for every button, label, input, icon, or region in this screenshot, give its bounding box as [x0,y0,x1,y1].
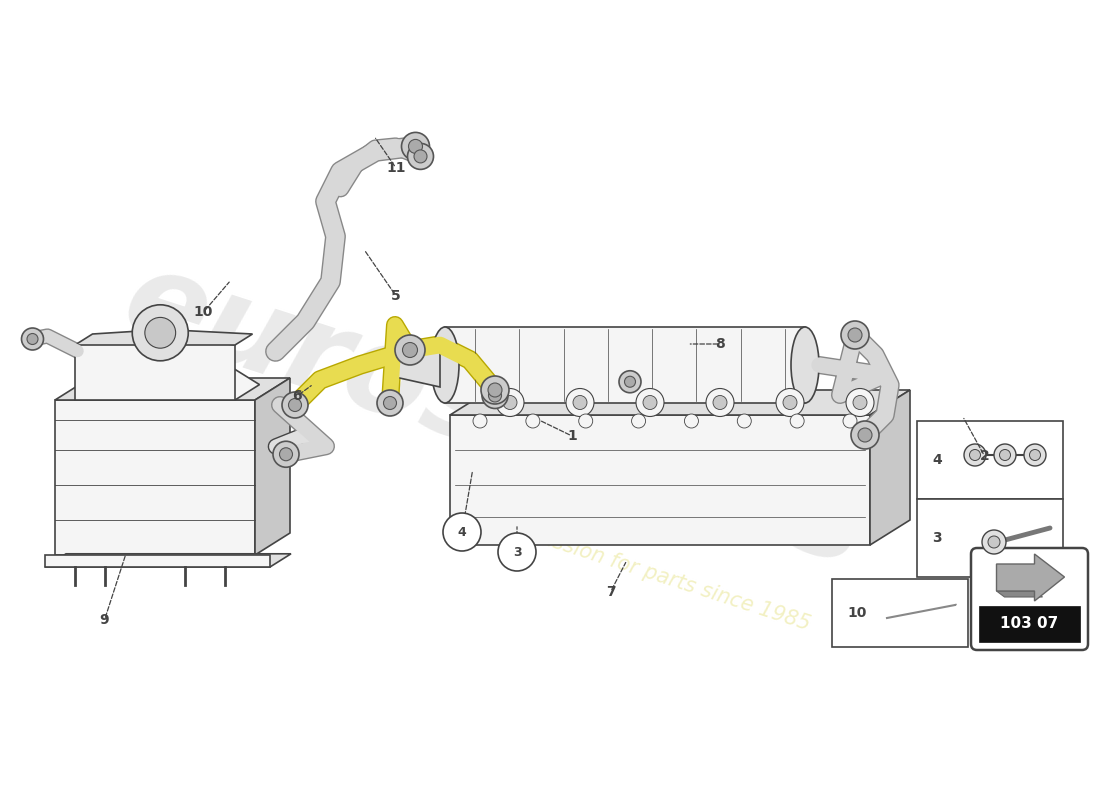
FancyBboxPatch shape [979,606,1080,642]
Text: 2: 2 [980,449,989,463]
Circle shape [969,450,980,461]
Circle shape [713,395,727,410]
Text: 5: 5 [392,289,400,303]
Circle shape [282,392,308,418]
Circle shape [1000,450,1011,461]
Text: 9: 9 [100,613,109,627]
Polygon shape [45,555,270,567]
Polygon shape [997,554,1065,601]
Circle shape [384,397,396,410]
Text: 103 07: 103 07 [1000,617,1058,631]
Polygon shape [450,390,910,415]
Circle shape [503,395,517,410]
Circle shape [644,395,657,410]
Circle shape [496,389,524,417]
Circle shape [625,376,636,387]
Polygon shape [450,415,870,545]
Circle shape [482,382,508,409]
Polygon shape [870,390,910,545]
Circle shape [403,342,418,358]
Text: a passion for parts since 1985: a passion for parts since 1985 [507,518,813,634]
Circle shape [145,318,176,348]
Circle shape [579,414,593,428]
Circle shape [526,414,540,428]
Circle shape [982,530,1007,554]
Circle shape [737,414,751,428]
Circle shape [395,335,425,365]
FancyBboxPatch shape [971,548,1088,650]
Circle shape [566,389,594,417]
Polygon shape [255,378,290,555]
Circle shape [488,383,502,397]
Circle shape [407,143,433,170]
Ellipse shape [791,327,820,403]
Circle shape [843,414,857,428]
Circle shape [846,389,874,417]
Polygon shape [446,327,805,403]
Circle shape [852,395,867,410]
Circle shape [408,139,422,154]
Text: 11: 11 [386,161,406,175]
Circle shape [684,414,699,428]
Text: 4: 4 [932,453,942,467]
Circle shape [1024,444,1046,466]
FancyBboxPatch shape [917,499,1063,577]
Circle shape [414,150,427,163]
FancyBboxPatch shape [832,579,968,647]
Polygon shape [55,400,255,555]
FancyBboxPatch shape [917,421,1063,499]
Circle shape [481,376,509,404]
Circle shape [842,321,869,349]
Text: eurospares: eurospares [110,241,880,591]
Circle shape [132,305,188,361]
Circle shape [288,398,301,411]
Circle shape [22,328,44,350]
Circle shape [488,389,502,402]
Circle shape [473,414,487,428]
Circle shape [988,536,1000,548]
Circle shape [848,328,862,342]
Circle shape [273,442,299,467]
Circle shape [994,444,1016,466]
Circle shape [636,389,664,417]
Circle shape [402,133,429,161]
Circle shape [28,334,38,345]
Polygon shape [997,591,1043,597]
Text: 3: 3 [513,546,521,558]
Text: 7: 7 [606,585,615,599]
Circle shape [858,428,872,442]
Circle shape [279,448,293,461]
Text: 10: 10 [847,606,867,620]
Text: 4: 4 [458,526,466,538]
Ellipse shape [431,327,459,403]
Polygon shape [75,330,253,345]
Text: 3: 3 [932,531,942,545]
Polygon shape [45,554,292,567]
Circle shape [776,389,804,417]
Polygon shape [75,327,260,400]
Circle shape [619,370,641,393]
Circle shape [783,395,798,410]
Text: 8: 8 [716,337,725,351]
Circle shape [377,390,403,416]
Polygon shape [75,335,235,400]
Circle shape [631,414,646,428]
Polygon shape [395,343,440,387]
Text: 1: 1 [568,429,576,443]
Text: 6: 6 [293,389,301,403]
Circle shape [790,414,804,428]
Circle shape [851,421,879,449]
Text: 10: 10 [194,305,213,319]
Polygon shape [55,378,290,400]
Circle shape [498,533,536,571]
Circle shape [964,444,986,466]
Circle shape [1030,450,1041,461]
Circle shape [573,395,587,410]
Circle shape [443,513,481,551]
Circle shape [706,389,734,417]
